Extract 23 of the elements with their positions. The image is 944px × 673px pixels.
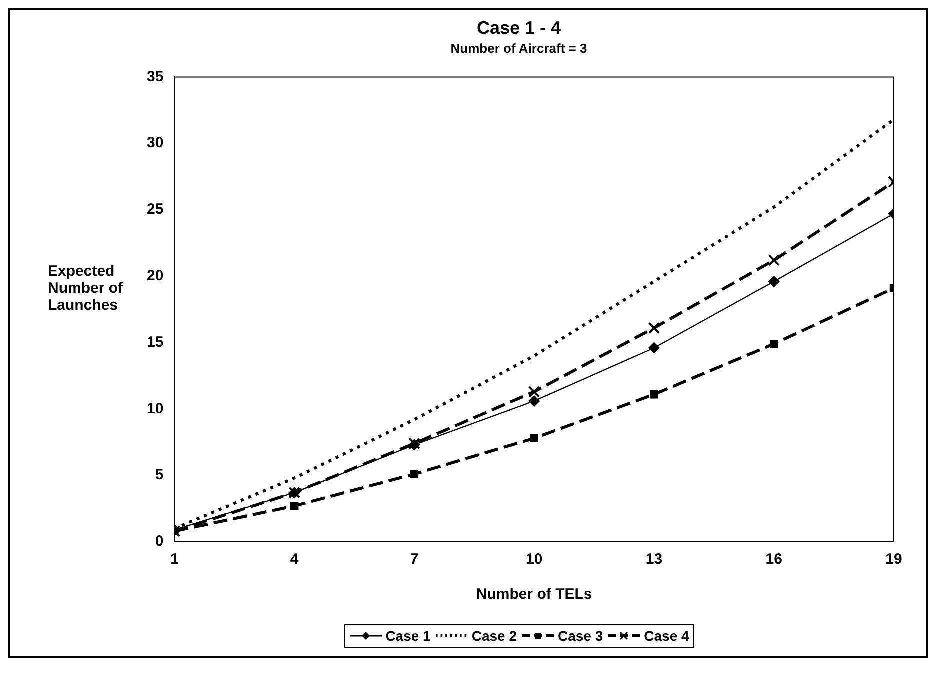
chart-title: Case 1 - 4 bbox=[476, 18, 562, 38]
legend-label: Case 4 bbox=[644, 628, 690, 644]
y-tick-label: 35 bbox=[146, 68, 164, 86]
x-tick-label: 1 bbox=[170, 551, 179, 568]
legend-label: Case 3 bbox=[558, 628, 604, 644]
x-tick-label: 19 bbox=[886, 551, 902, 568]
y-tick-label: 10 bbox=[146, 400, 164, 418]
x-axis-title: Number of TELs bbox=[476, 586, 592, 604]
x-tick-label: 16 bbox=[766, 551, 782, 568]
legend-label: Case 1 bbox=[386, 628, 431, 644]
y-tick-label: 0 bbox=[155, 533, 164, 550]
x-tick-label: 10 bbox=[526, 551, 543, 568]
chart-subtitle: Number of Aircraft = 3 bbox=[450, 40, 588, 56]
x-tick-label: 7 bbox=[410, 551, 419, 568]
y-tick-label: 5 bbox=[155, 466, 164, 484]
y-tick-label: 15 bbox=[146, 334, 164, 351]
x-tick-label: 13 bbox=[646, 551, 663, 568]
y-axis-title: Expected Number of Launches bbox=[48, 262, 124, 314]
y-tick-label: 30 bbox=[146, 134, 164, 152]
legend-label: Case 2 bbox=[472, 628, 517, 644]
x-tick-label: 4 bbox=[290, 551, 300, 568]
y-tick-label: 25 bbox=[146, 201, 164, 218]
y-tick-label: 20 bbox=[146, 268, 164, 285]
